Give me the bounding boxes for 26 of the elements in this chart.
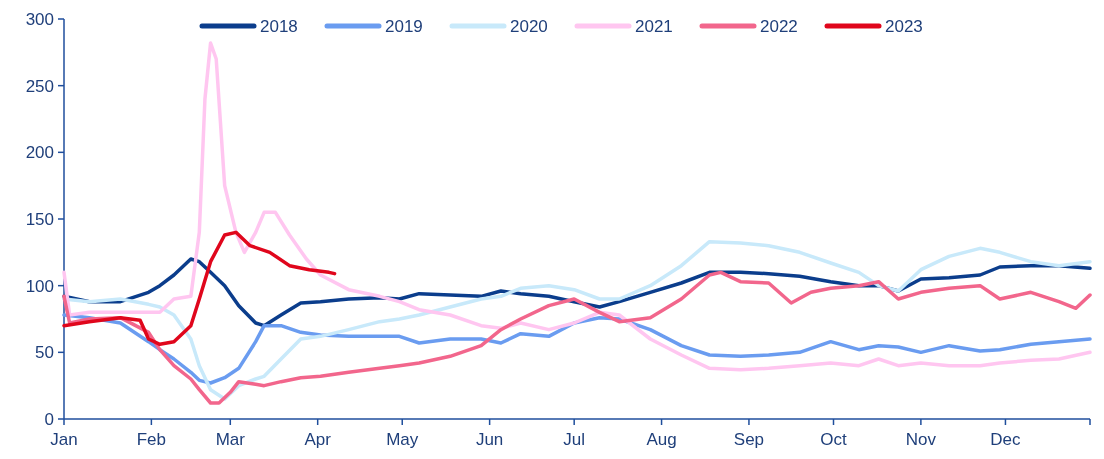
x-tick-label: Mar — [215, 430, 246, 449]
x-tick-label: May — [386, 430, 419, 449]
x-tick-label: Jun — [475, 430, 504, 449]
y-tick-label: 250 — [25, 76, 54, 96]
x-tick-label: Apr — [304, 430, 332, 449]
y-tick-label: 100 — [25, 276, 54, 296]
x-tick-label: Jan — [50, 430, 78, 449]
y-tick-label: 50 — [35, 343, 54, 363]
x-tick-label: Nov — [905, 430, 937, 449]
y-tick-label: 150 — [25, 209, 54, 229]
legend-label: 2019 — [385, 16, 423, 36]
legend-label: 2018 — [260, 16, 298, 36]
line-series — [62, 230, 337, 347]
x-tick-label: Aug — [646, 430, 677, 449]
x-tick-label: Jul — [563, 430, 586, 449]
y-tick-label: 200 — [25, 143, 54, 163]
legend-label: 2022 — [760, 16, 798, 36]
x-tick-label: Feb — [136, 430, 167, 449]
x-tick-label: Dec — [990, 430, 1022, 449]
legend-label: 2021 — [635, 16, 673, 36]
legend-label: 2020 — [510, 16, 548, 36]
y-tick-label: 300 — [25, 9, 54, 29]
x-tick-label: Sep — [733, 430, 765, 449]
legend-label: 2023 — [885, 16, 923, 36]
y-tick-label: 0 — [44, 409, 54, 429]
x-tick-label: Oct — [820, 430, 847, 449]
